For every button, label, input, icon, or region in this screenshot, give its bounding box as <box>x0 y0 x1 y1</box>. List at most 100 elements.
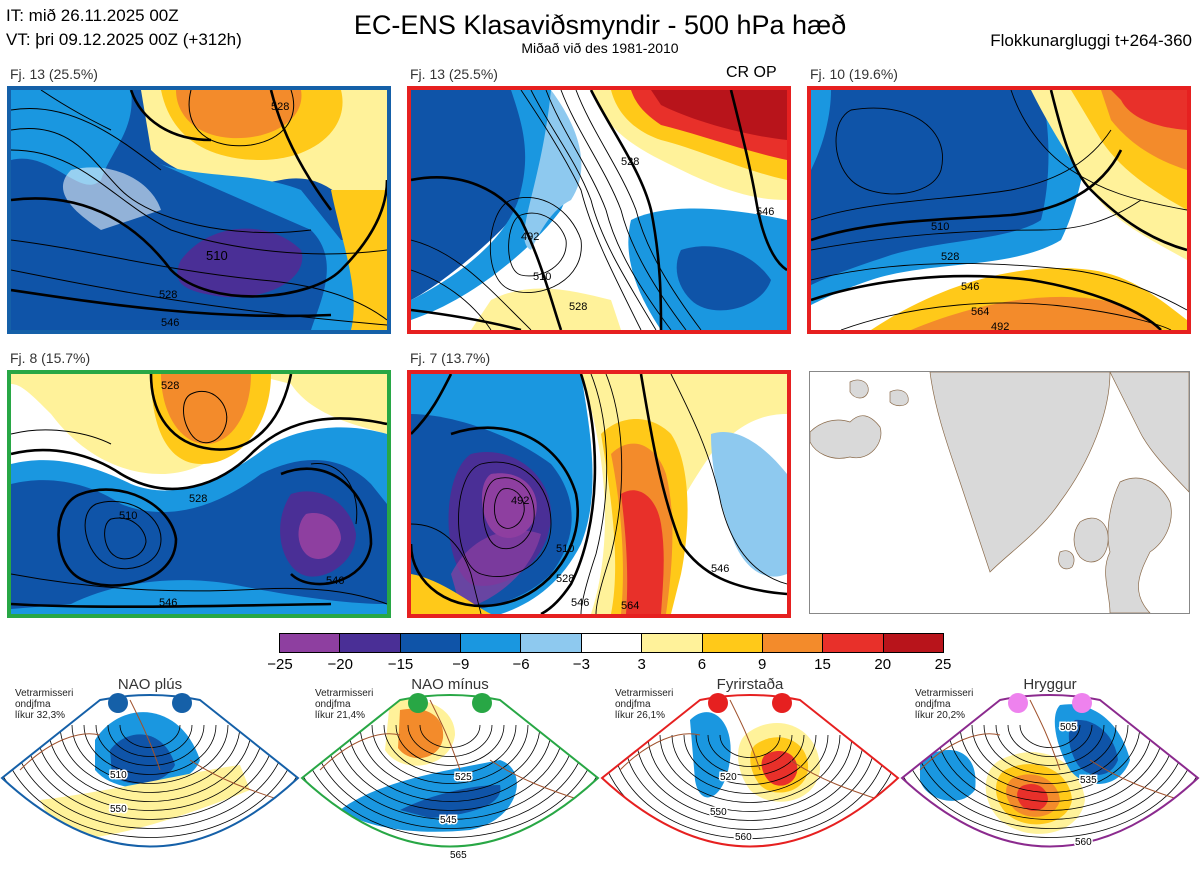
center-of-action-dot <box>172 693 192 713</box>
cluster-map-4: 510 528 546 546 528 <box>7 370 391 618</box>
contour-label: 528 <box>941 251 959 263</box>
height-contour <box>2 724 298 838</box>
center-of-action-dot <box>1008 693 1028 713</box>
fan-border <box>0 694 300 848</box>
height-contour <box>407 724 493 757</box>
height-contour <box>383 724 517 775</box>
fan-border <box>900 694 1200 848</box>
contour-label: 546 <box>711 563 729 575</box>
anomaly-field <box>1015 853 1045 867</box>
contour-label: 528 <box>556 573 574 585</box>
height-contour <box>671 734 829 794</box>
colorbar-tick-label: 9 <box>758 656 767 673</box>
height-contour <box>323 724 577 820</box>
fan-border <box>600 694 900 848</box>
classification-window: Flokkunargluggi t+264-360 <box>990 31 1192 50</box>
height-contour <box>35 724 265 811</box>
height-contour <box>1019 724 1081 748</box>
colorbar <box>279 633 944 653</box>
panel-3-label: Fj. 10 (19.6%) <box>810 66 898 82</box>
coastline <box>619 699 881 801</box>
height-contour <box>695 734 805 776</box>
anomaly-field <box>40 765 250 840</box>
anomaly-field <box>690 712 731 798</box>
height-contour <box>911 724 1189 829</box>
height-contour <box>347 724 553 802</box>
contour-label: 546 <box>571 597 589 609</box>
height-contour <box>359 724 541 793</box>
colorbar-tick-label: 6 <box>697 656 707 673</box>
colorbar-tick-label: −25 <box>267 656 293 673</box>
regime-probability-text: Vetrarmisseri ondjfma líkur 20,2% <box>915 688 974 721</box>
colorbar-swatch <box>461 634 522 652</box>
colorbar-swatch <box>521 634 582 652</box>
contour-label: 492 <box>991 321 1009 330</box>
center-of-action-dot <box>772 693 792 713</box>
regime-name: NAO mínus <box>411 676 489 693</box>
anomaly-field <box>1068 719 1118 775</box>
cluster-map-5: 492 510 528 546 546 564 <box>407 370 791 618</box>
height-contour <box>647 734 853 812</box>
contour-label: 550 <box>710 807 727 818</box>
empty-basemap <box>809 371 1190 614</box>
coastline <box>919 699 1181 801</box>
colorbar-swatch <box>883 634 943 652</box>
height-contour <box>611 734 889 839</box>
height-contour <box>635 734 865 821</box>
height-contour <box>602 734 898 847</box>
coastline <box>19 699 281 801</box>
contour-label: 510 <box>931 221 949 233</box>
valid-time: VT: þri 09.12.2025 00Z (+312h) <box>6 30 242 49</box>
height-contour <box>11 724 289 829</box>
panel-2-tag: CR OP <box>726 64 777 81</box>
contour-label: 528 <box>159 289 177 301</box>
contour-label: 546 <box>756 206 774 218</box>
regime-name: NAO plús <box>117 676 183 693</box>
panel-5-label: Fj. 7 (13.7%) <box>410 350 491 366</box>
contour-label: 546 <box>961 281 979 293</box>
height-contour <box>659 734 841 803</box>
contour-label: 528 <box>271 101 289 113</box>
contour-label: 564 <box>971 306 989 318</box>
height-contour <box>935 724 1165 811</box>
height-contour <box>107 724 193 757</box>
contour-label: 520 <box>720 772 737 783</box>
height-contour <box>959 724 1141 793</box>
colorbar-tick-label: 15 <box>814 656 831 673</box>
contour-label: 510 <box>556 543 574 555</box>
colorbar-swatch <box>340 634 401 652</box>
height-contour <box>902 724 1198 838</box>
height-contour <box>71 724 229 784</box>
contour-label: 564 <box>621 600 639 612</box>
height-contour <box>302 724 598 838</box>
contour-label: 560 <box>735 832 752 843</box>
colorbar-tick-label: 3 <box>637 656 646 673</box>
colorbar-swatch <box>702 634 763 652</box>
contour-label: 546 <box>161 317 179 329</box>
contour-label: 510 <box>119 510 137 522</box>
colorbar-tick-label: −9 <box>452 656 470 673</box>
panel-2-label: Fj. 13 (25.5%) <box>410 66 498 82</box>
colorbar-swatch <box>400 634 462 652</box>
contour-label: 550 <box>110 804 127 815</box>
contour-label: 560 <box>1075 837 1092 848</box>
init-time: IT: mið 26.11.2025 00Z <box>6 6 179 25</box>
colorbar-tick-label: −15 <box>387 656 414 673</box>
colorbar-swatch <box>581 634 643 652</box>
center-of-action-dot <box>472 693 492 713</box>
height-contour <box>83 724 217 775</box>
panel-1-label: Fj. 13 (25.5%) <box>10 66 98 82</box>
contour-label: 525 <box>455 772 472 783</box>
height-contour <box>947 724 1153 802</box>
contour-label: 545 <box>440 815 457 826</box>
anomaly-field <box>1017 783 1048 811</box>
height-contour <box>419 724 481 748</box>
fan-border <box>300 694 600 848</box>
height-contour <box>47 724 253 802</box>
contour-label: 510 <box>206 248 228 263</box>
regime-name: Fyrirstaða <box>716 676 784 693</box>
